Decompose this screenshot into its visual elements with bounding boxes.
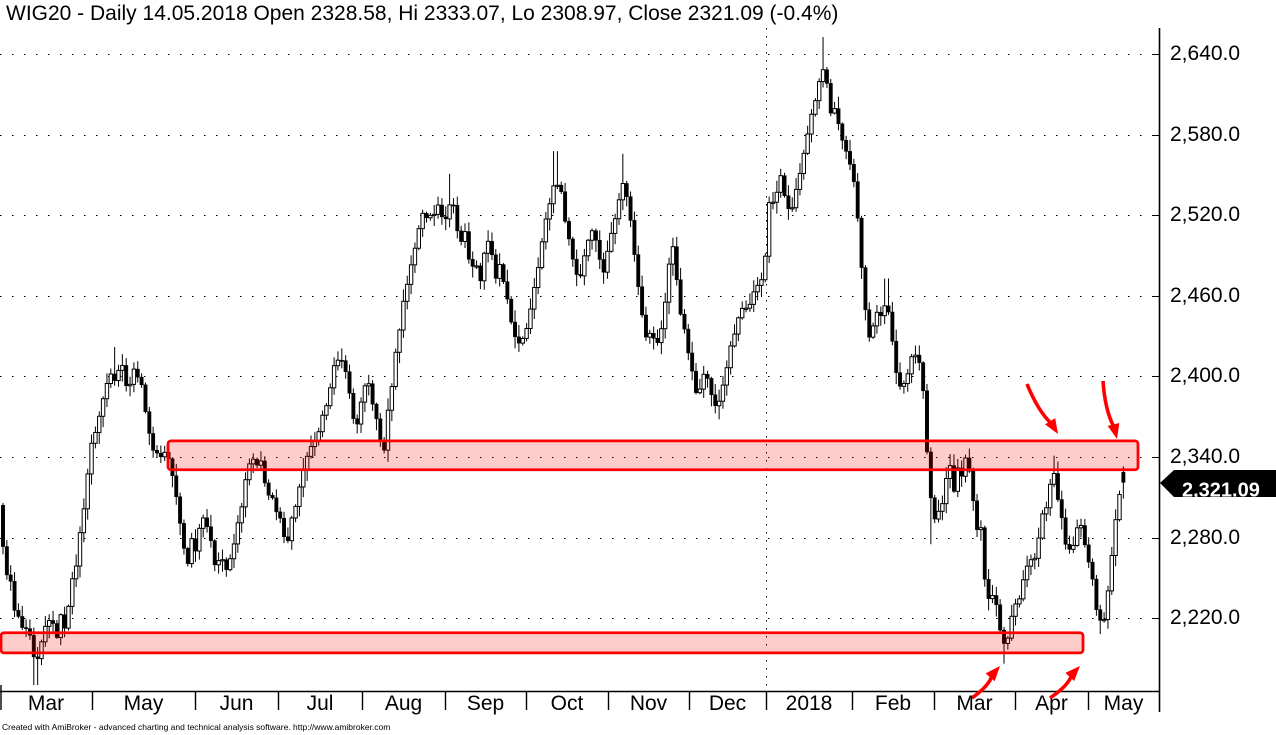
arrow-down-2-head <box>1107 423 1120 439</box>
y-tick-label: 2,280.0 <box>1170 526 1240 549</box>
x-axis-labels: Mar May Jun Jul Aug Sep Oct Nov Dec 2018 Feb Mar Apr… <box>28 692 1144 715</box>
arrow-down-1-head <box>1044 418 1058 434</box>
x-tick-label: Jun <box>220 692 254 715</box>
x-tick-label: Mar <box>956 692 992 715</box>
x-tick-label: May <box>1104 692 1144 715</box>
gridlines <box>0 28 1160 691</box>
x-tick-label: Apr <box>1035 692 1068 715</box>
y-axis-labels: 2,640.0 2,580.0 2,520.0 2,460.0 2,400.0 2,340… <box>1170 42 1240 629</box>
arrow-down-2 <box>1101 380 1116 429</box>
y-tick-label: 2,580.0 <box>1170 123 1240 146</box>
x-tick-label: Dec <box>709 692 746 715</box>
footer-credit: Created with AmiBroker - advanced charti… <box>2 722 391 732</box>
x-tick-label: Jul <box>307 692 334 715</box>
x-tick-label: Sep <box>467 692 504 715</box>
x-tick-label: Oct <box>551 692 584 715</box>
y-tick-label: 2,520.0 <box>1170 203 1240 226</box>
y-tick-label: 2,340.0 <box>1170 445 1240 468</box>
x-tick-label: Nov <box>630 692 668 715</box>
chart-title: WIG20 - Daily 14.05.2018 Open 2328.58, H… <box>6 2 839 25</box>
arrow-up-2-head <box>1065 666 1080 682</box>
y-tick-label: 2,460.0 <box>1170 284 1240 307</box>
price-zones <box>0 439 1140 655</box>
x-tick-label: 2018 <box>786 692 833 715</box>
arrow-up-1-head <box>985 666 1000 682</box>
arrow-down-1 <box>1025 383 1053 426</box>
resistance-zone <box>166 439 1140 472</box>
y-tick-label: 2,640.0 <box>1170 42 1240 65</box>
x-tick-label: Aug <box>385 692 422 715</box>
axis-frame <box>0 28 1161 712</box>
candlesticks <box>1 37 1126 686</box>
last-price-tag: 2,321.09 <box>1160 470 1276 501</box>
x-tick-label: May <box>124 692 164 715</box>
price-tag-pointer <box>1160 470 1276 497</box>
support-zone <box>0 631 1085 655</box>
y-tick-label: 2,220.0 <box>1170 606 1240 629</box>
price-tag-value: 2,321.09 <box>1182 479 1260 501</box>
x-tick-label: Feb <box>875 692 911 715</box>
x-tick-label: Mar <box>28 692 64 715</box>
y-tick-label: 2,400.0 <box>1170 364 1240 387</box>
annotation-arrows <box>970 380 1120 700</box>
